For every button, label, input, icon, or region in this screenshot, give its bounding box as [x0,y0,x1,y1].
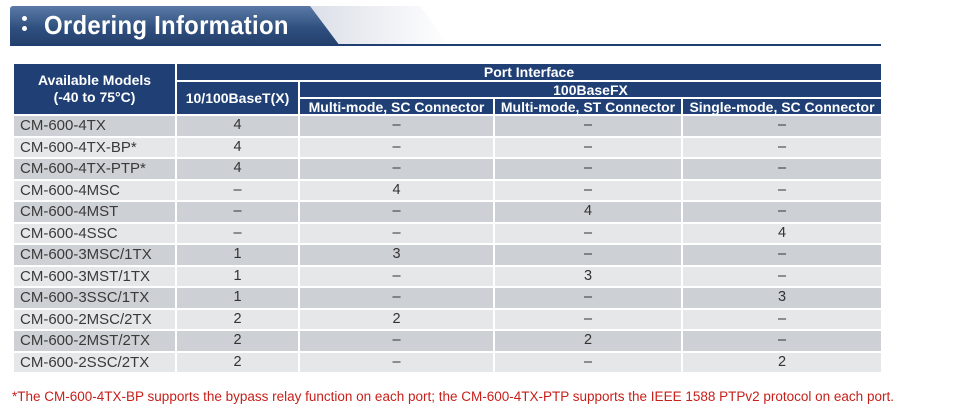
table-row: CM-600-2MST/2TX 2–2– [12,330,883,353]
mm-st-cell: – [493,222,683,245]
model-cell: CM-600-4TX-PTP* [12,158,177,181]
sm-sc-cell: 2 [681,351,883,374]
mm-sc-cell: – [298,287,495,310]
table-row: CM-600-2MSC/2TX 2 2– – [12,308,883,331]
mm-sc-cell: 3 [298,244,495,267]
tx-cell: – [175,222,300,245]
mm-st-cell: – [493,351,683,374]
model-cell: CM-600-4MST [12,201,177,224]
models-header-label: Available Models [37,72,152,88]
table-row: CM-600-4TX-BP* 4– – – [12,136,883,159]
mm-st-cell: 2 [493,330,683,353]
table-row: CM-600-4SSC – – –4 [12,222,883,245]
model-cell: CM-600-4TX-BP* [12,136,177,159]
table-row: CM-600-4MST – –4– [12,201,883,224]
tx-cell: – [175,179,300,202]
sm-sc-cell: – [681,330,883,353]
model-cell: CM-600-4TX [12,115,177,138]
tx-cell: 4 [175,158,300,181]
mm-sc-cell: – [298,201,495,224]
fx-group-header: 100BaseFX [298,80,883,99]
mm-st-cell: – [493,308,683,331]
tx-cell: 4 [175,136,300,159]
tx-cell: 1 [175,244,300,267]
mm-st-cell: 4 [493,201,683,224]
mm-sc-column-header: Multi-mode, SC Connector [298,97,495,116]
title-underline [10,44,881,46]
model-cell: CM-600-3SSC/1TX [12,287,177,310]
page-title: Ordering Information [44,10,289,40]
sm-sc-cell: – [681,158,883,181]
footnote: *The CM-600-4TX-BP supports the bypass r… [12,389,894,404]
mm-st-cell: – [493,115,683,138]
mm-st-cell: 3 [493,265,683,288]
models-column-header: Available Models (-40 to 75°C) [12,62,177,116]
table-row: CM-600-3MST/1TX 1–3– [12,265,883,288]
tx-cell: 2 [175,351,300,374]
tx-cell: 2 [175,330,300,353]
table-row: CM-600-2SSC/2TX 2– –2 [12,351,883,374]
models-header-range: (-40 to 75°C) [53,89,136,105]
table-row: CM-600-3SSC/1TX 1– –3 [12,287,883,310]
tx-cell: – [175,201,300,224]
mm-st-cell: – [493,158,683,181]
model-cell: CM-600-4MSC [12,179,177,202]
table-row: CM-600-4MSC –4– – [12,179,883,202]
table-row: CM-600-4TX-PTP* 4– – – [12,158,883,181]
sm-sc-cell: – [681,179,883,202]
sm-sc-cell: – [681,308,883,331]
mm-sc-cell: 2 [298,308,495,331]
model-cell: CM-600-2SSC/2TX [12,351,177,374]
sm-sc-cell: 3 [681,287,883,310]
mm-st-cell: – [493,136,683,159]
tx-cell: 4 [175,115,300,138]
table-row: CM-600-4TX 4– – – [12,115,883,138]
mm-st-column-header: Multi-mode, ST Connector [493,97,683,116]
sm-sc-cell: – [681,244,883,267]
model-cell: CM-600-2MST/2TX [12,330,177,353]
mm-st-cell: – [493,244,683,267]
tx-column-header: 10/100BaseT(X) [175,80,300,116]
banner-dots-icon [22,16,28,36]
tx-cell: 1 [175,265,300,288]
model-cell: CM-600-4SSC [12,222,177,245]
sm-sc-cell: – [681,136,883,159]
model-cell: CM-600-3MST/1TX [12,265,177,288]
mm-sc-cell: – [298,115,495,138]
tx-cell: 2 [175,308,300,331]
sm-sc-cell: – [681,115,883,138]
sm-sc-column-header: Single-mode, SC Connector [681,97,883,116]
table-row: CM-600-3MSC/1TX 1 3– – [12,244,883,267]
mm-sc-cell: – [298,158,495,181]
mm-sc-cell: – [298,351,495,374]
sm-sc-cell: – [681,265,883,288]
model-cell: CM-600-2MSC/2TX [12,308,177,331]
mm-st-cell: – [493,179,683,202]
mm-sc-cell: – [298,136,495,159]
mm-sc-cell: – [298,330,495,353]
title-banner [10,6,340,46]
port-interface-header: Port Interface [175,62,883,82]
mm-sc-cell: 4 [298,179,495,202]
mm-sc-cell: – [298,222,495,245]
sm-sc-cell: 4 [681,222,883,245]
table-body: CM-600-4TX 4– – – CM-600-4TX-BP* 4– – – CM-600-4… [12,115,883,374]
mm-st-cell: – [493,287,683,310]
model-cell: CM-600-3MSC/1TX [12,244,177,267]
sm-sc-cell: – [681,201,883,224]
ordering-table: Available Models (-40 to 75°C) Port Inte… [12,62,883,374]
mm-sc-cell: – [298,265,495,288]
tx-cell: 1 [175,287,300,310]
